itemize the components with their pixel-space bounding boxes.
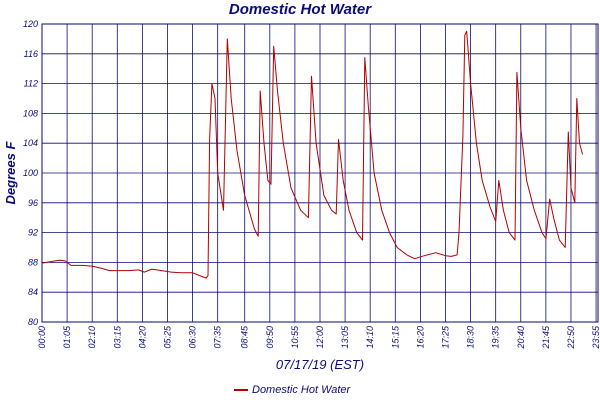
x-tick-label: 01:05 xyxy=(62,325,72,349)
y-tick-label: 120 xyxy=(23,19,38,29)
x-tick-label: 17:25 xyxy=(440,325,450,349)
y-tick-label: 88 xyxy=(28,257,38,267)
y-tick-label: 104 xyxy=(23,138,38,148)
y-axis-label: Degrees F xyxy=(3,141,18,205)
y-tick-labels: 80 84 88 92 96 100 104 108 112 116 120 xyxy=(23,19,38,327)
x-tick-label: 10:55 xyxy=(290,325,300,349)
y-tick-label: 100 xyxy=(23,168,38,178)
y-tick-label: 92 xyxy=(28,228,38,238)
x-tick-label: 15:15 xyxy=(390,325,400,349)
legend-label: Domestic Hot Water xyxy=(252,384,351,396)
x-tick-label: 12:00 xyxy=(315,326,325,349)
y-tick-label: 108 xyxy=(23,108,38,118)
x-tick-label: 05:25 xyxy=(162,325,172,349)
x-tick-label: 14:10 xyxy=(365,326,375,349)
x-tick-label: 18:30 xyxy=(466,326,476,349)
x-tick-labels: 00:00 01:05 02:10 03:15 04:20 05:25 06:30 07:35… xyxy=(37,325,600,350)
x-tick-label: 13:05 xyxy=(340,325,350,349)
x-tick-label: 09:50 xyxy=(265,326,275,349)
y-tick-label: 116 xyxy=(24,49,38,59)
x-tick-label: 22:50 xyxy=(566,326,576,350)
x-tick-label: 07:35 xyxy=(213,325,223,349)
series-layer xyxy=(41,30,584,279)
x-tick-label: 16:20 xyxy=(415,326,425,349)
legend: Domestic Hot Water xyxy=(234,382,350,398)
x-tick-label: 06:30 xyxy=(188,326,198,349)
x-tick-label: 03:15 xyxy=(112,325,122,349)
legend-swatch xyxy=(234,389,248,391)
y-tick-label: 112 xyxy=(24,79,38,89)
x-tick-label: 21:45 xyxy=(541,325,551,350)
x-axis-label: 07/17/19 (EST) xyxy=(275,357,365,372)
y-tick-label: 84 xyxy=(28,287,38,297)
x-tick-label: 00:00 xyxy=(37,326,47,349)
x-tick-label: 20:40 xyxy=(516,326,526,350)
x-tick-label: 23:55 xyxy=(591,325,600,350)
y-tick-label: 80 xyxy=(28,317,38,327)
y-tick-label: 96 xyxy=(28,198,38,208)
series-line-domestic-hot-water xyxy=(41,30,584,279)
x-tick-label: 08:45 xyxy=(240,325,250,349)
x-tick-label: 19:35 xyxy=(491,325,501,349)
chart-title: Domestic Hot Water xyxy=(228,1,372,18)
x-tick-label: 02:10 xyxy=(87,326,97,349)
x-tick-label: 04:20 xyxy=(137,326,147,349)
